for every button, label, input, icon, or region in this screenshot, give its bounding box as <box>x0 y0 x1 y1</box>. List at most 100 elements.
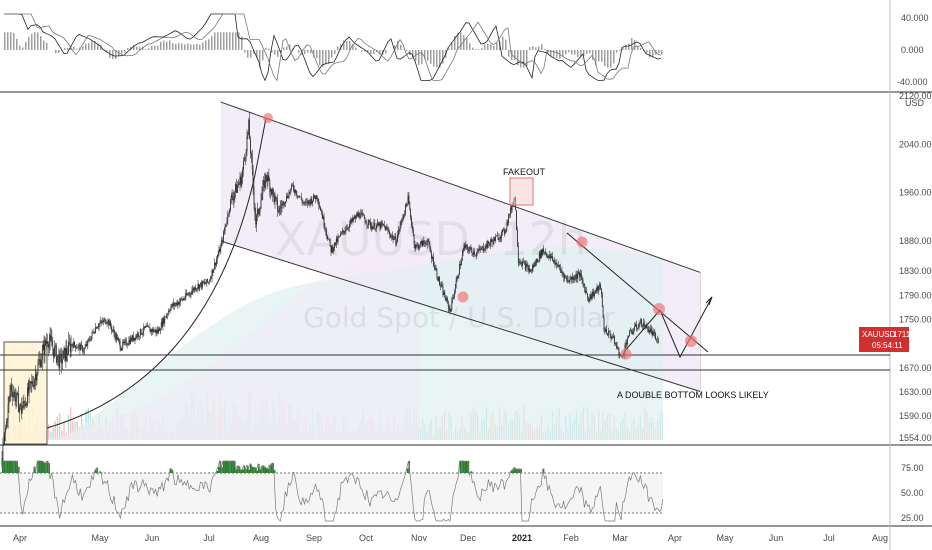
macd-histogram-bar <box>271 50 273 53</box>
macd-histogram-bar <box>76 48 78 50</box>
macd-histogram-bar <box>289 44 291 50</box>
candle-body <box>501 231 502 239</box>
candle-body <box>436 269 438 278</box>
candle-body <box>365 222 367 224</box>
rsi-overbought-fill <box>43 462 46 473</box>
candle-body <box>465 244 467 249</box>
pivot-marker[interactable] <box>653 303 665 315</box>
down-trendline[interactable] <box>566 232 709 353</box>
candle-body <box>229 210 230 214</box>
candle-body <box>169 310 171 312</box>
candle-body <box>150 329 152 332</box>
candle-body <box>44 340 46 355</box>
candle-body <box>293 189 295 193</box>
candle-body <box>505 228 507 232</box>
candle-body <box>552 260 554 261</box>
candle-body <box>440 285 442 286</box>
candle-body <box>265 175 266 188</box>
candle-body <box>89 339 90 341</box>
volume-bar <box>50 431 52 440</box>
descending-channel[interactable] <box>220 101 701 392</box>
candle-body <box>270 189 271 192</box>
candle-body <box>464 244 466 249</box>
candle-body <box>4 432 5 442</box>
rsi-overbought-fill <box>266 468 268 473</box>
candle-body <box>306 201 307 203</box>
candle-body <box>571 276 572 280</box>
parabolic-curve[interactable] <box>46 117 267 429</box>
candle-body <box>629 330 631 331</box>
candle-body <box>608 330 610 332</box>
candle-body <box>648 330 649 332</box>
candle-body <box>454 292 455 298</box>
macd-histogram-bar <box>562 50 564 57</box>
candle-body <box>151 329 152 332</box>
candle-body <box>195 287 196 291</box>
macd-histogram-bar <box>403 49 405 50</box>
macd-histogram-bar <box>172 43 174 50</box>
candle-body <box>265 175 267 177</box>
pivot-marker[interactable] <box>620 348 632 360</box>
projection-path[interactable] <box>659 296 713 359</box>
candle-body <box>475 254 476 256</box>
candle-body <box>28 382 30 394</box>
rsi-overbought-fill <box>259 469 262 473</box>
rsi-overbought-fill <box>229 461 231 473</box>
candle-body <box>21 408 23 414</box>
candle-body <box>534 262 536 267</box>
macd-histogram-bar <box>427 50 429 61</box>
candle-body <box>314 198 316 200</box>
rsi-overbought-fill <box>232 461 234 473</box>
candle-body <box>635 324 636 327</box>
candle-body <box>72 344 74 348</box>
candle-body <box>420 241 422 243</box>
candle-body <box>119 341 121 349</box>
fakeout-box[interactable] <box>509 177 534 206</box>
candle-body <box>218 248 220 255</box>
candle-body <box>54 346 55 357</box>
volume-bar <box>48 424 50 440</box>
candle-body <box>230 199 231 211</box>
candle-body <box>75 345 76 349</box>
candle-body <box>190 294 192 295</box>
rsi-overbought-fill <box>512 469 514 473</box>
candle-body <box>251 153 252 157</box>
pivot-marker[interactable] <box>576 236 588 248</box>
candle-body <box>606 329 607 334</box>
last-price-tag: XAUUSD 1711.543 05:54:11 <box>859 327 926 352</box>
pivot-marker[interactable] <box>457 291 469 303</box>
pivot-marker[interactable] <box>263 113 273 123</box>
candle-body <box>569 279 571 282</box>
candle-body <box>560 270 562 271</box>
macd-histogram-bar <box>58 50 60 53</box>
candle-body <box>27 387 28 406</box>
pivot-marker[interactable] <box>685 335 697 347</box>
candle-body <box>32 381 33 385</box>
rsi-overbought-fill <box>237 465 239 473</box>
rise-trendline[interactable] <box>623 309 661 353</box>
macd-histogram-bar <box>67 47 69 50</box>
macd-histogram-bar <box>574 50 576 55</box>
macd-histogram-bar <box>22 47 24 50</box>
macd-histogram-bar <box>502 36 504 50</box>
candle-body <box>20 403 21 407</box>
candle-body <box>337 237 339 242</box>
macd-axis: 40.000 0.000 -40.000 <box>897 13 929 87</box>
macd-tick-label: 40.000 <box>901 13 929 23</box>
candle-body <box>24 403 26 407</box>
macd-histogram-bar <box>571 50 573 55</box>
candle-body <box>22 401 24 409</box>
candle-body <box>366 223 368 225</box>
candle-body <box>258 209 259 214</box>
candle-body <box>118 338 119 340</box>
macd-histogram-bar <box>616 50 618 53</box>
candle-body <box>100 320 102 323</box>
candle-body <box>428 240 430 245</box>
candle-body <box>216 259 217 266</box>
candle-body <box>653 332 655 333</box>
macd-histogram-bar <box>136 46 138 50</box>
macd-histogram-bar <box>661 50 663 55</box>
candle-body <box>276 197 278 200</box>
candle-body <box>580 273 582 278</box>
